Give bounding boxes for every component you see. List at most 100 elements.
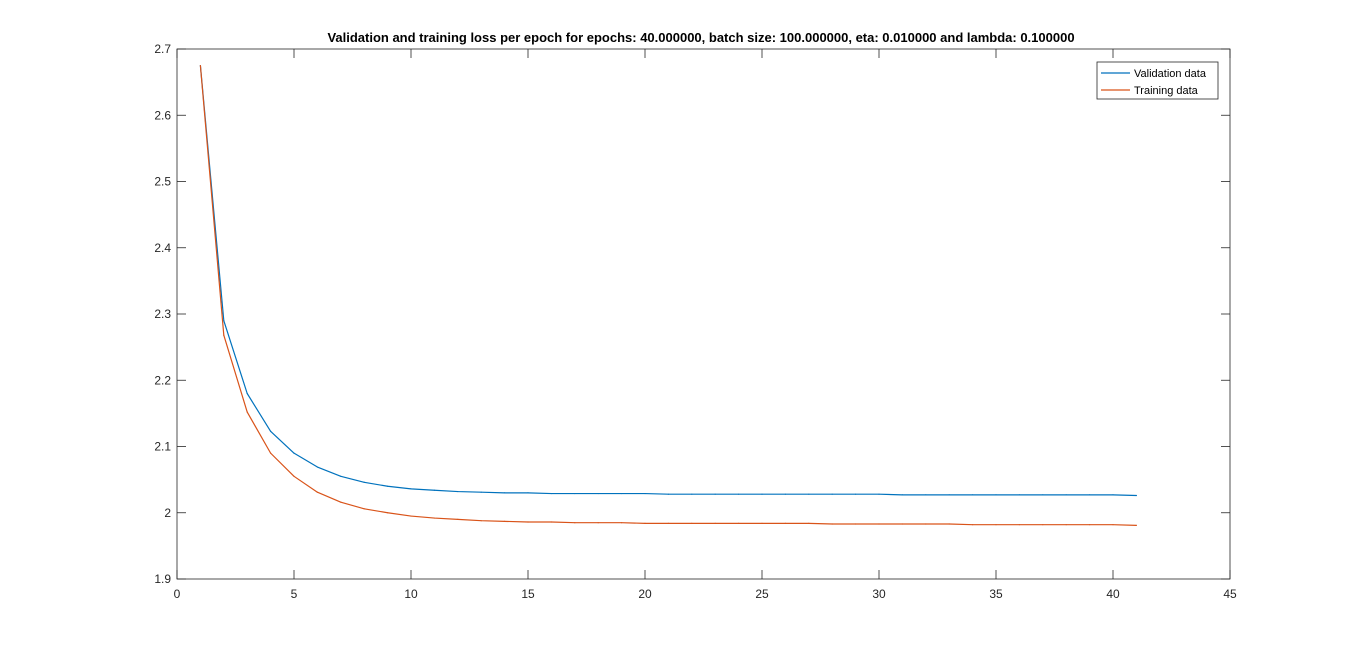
data-point-validation-data-14 [504,492,506,494]
data-point-validation-data-30 [878,493,880,495]
data-point-validation-data-15 [527,492,529,494]
data-point-training-data-12 [457,518,459,520]
data-point-training-data-15 [527,521,529,523]
y-tick-label: 2.4 [154,241,171,255]
data-point-training-data-23 [714,522,716,524]
data-point-validation-data-5 [293,452,295,454]
data-point-training-data-26 [784,522,787,524]
plot-area [177,49,1230,579]
y-tick-label: 2.1 [154,440,171,454]
chart-title: Validation and training loss per epoch f… [327,30,1074,45]
x-tick-label: 45 [1223,587,1237,601]
data-point-validation-data-12 [457,490,459,493]
data-point-training-data-10 [410,515,412,517]
data-point-validation-data-4 [270,430,272,432]
series-layer [199,64,1137,526]
legend-label-training: Training data [1134,85,1199,97]
data-point-validation-data-9 [387,485,389,487]
x-tick-label: 20 [638,587,652,601]
data-point-training-data-24 [738,522,740,524]
data-point-validation-data-22 [691,493,693,495]
data-point-training-data-19 [621,522,623,524]
data-point-validation-data-10 [410,488,412,490]
data-point-validation-data-2 [223,320,225,322]
data-point-training-data-16 [550,521,553,523]
data-point-training-data-33 [948,523,950,525]
data-point-validation-data-16 [550,492,553,495]
data-point-training-data-39 [1089,524,1091,526]
data-point-validation-data-23 [714,493,716,495]
x-tick-label: 30 [872,587,886,601]
data-point-training-data-35 [995,524,997,526]
data-point-training-data-18 [597,522,599,524]
data-point-validation-data-25 [761,493,763,495]
data-point-validation-data-39 [1089,494,1091,496]
x-tick-label: 10 [404,587,418,601]
data-point-validation-data-20 [644,492,646,495]
data-point-training-data-21 [667,522,670,524]
legend-label-validation: Validation data [1134,68,1207,80]
data-point-validation-data-33 [948,494,950,496]
data-point-training-data-28 [831,523,833,525]
data-point-validation-data-38 [1065,494,1067,496]
data-point-training-data-9 [387,512,389,514]
data-point-training-data-5 [293,475,295,477]
data-point-training-data-27 [808,522,810,524]
legend: Validation data Training data [1096,61,1219,100]
x-tick-label: 15 [521,587,535,601]
data-point-validation-data-36 [1018,494,1021,496]
data-point-validation-data-13 [480,491,482,493]
x-tick-label: 0 [174,587,181,601]
data-point-validation-data-34 [972,494,974,496]
x-tick-label: 5 [291,587,298,601]
y-tick-label: 2.5 [154,175,171,189]
data-point-training-data-14 [504,520,506,522]
legend-box [1096,61,1219,100]
data-point-training-data-25 [761,522,763,524]
data-point-training-data-36 [1018,524,1021,526]
axes-layer: 0 5 10 15 20 25 30 35 40 45 1.9 2 2.1 2.2 2.3 2.4 2.5 2.6… [154,42,1237,601]
data-point-training-data-17 [574,522,576,524]
data-point-validation-data-37 [1042,494,1044,496]
data-point-validation-data-29 [855,493,857,495]
data-point-validation-data-11 [433,489,435,491]
data-point-training-data-29 [855,523,857,525]
data-point-training-data-20 [644,522,646,524]
data-point-validation-data-21 [667,493,670,495]
x-tick-label: 35 [989,587,1003,601]
data-point-validation-data-7 [340,475,342,477]
data-point-training-data-37 [1042,524,1044,526]
data-point-validation-data-3 [246,392,248,395]
data-point-training-data-1 [199,64,201,67]
y-tick-label: 2.7 [154,42,171,56]
x-tick-label: 40 [1106,587,1120,601]
y-tick-label: 1.9 [154,572,171,586]
x-tick-label: 25 [755,587,769,601]
data-point-training-data-31 [901,523,904,525]
data-point-training-data-13 [480,520,482,522]
data-point-training-data-2 [223,334,225,336]
y-tick-label: 2.6 [154,108,171,122]
data-point-validation-data-19 [621,492,623,495]
data-point-validation-data-27 [808,493,810,495]
y-tick-label: 2.3 [154,307,171,321]
data-point-validation-data-35 [995,494,997,496]
data-point-training-data-34 [972,524,974,526]
data-point-training-data-41 [1135,524,1137,526]
data-point-training-data-11 [433,517,435,519]
data-point-validation-data-40 [1112,494,1114,496]
data-point-validation-data-18 [597,492,599,495]
data-point-validation-data-8 [363,481,365,483]
data-point-validation-data-41 [1135,494,1137,497]
data-point-validation-data-17 [574,492,576,495]
data-point-training-data-32 [925,523,927,525]
data-point-training-data-7 [340,501,342,503]
data-point-training-data-22 [691,522,693,524]
data-point-validation-data-26 [784,493,787,495]
data-point-training-data-30 [878,523,880,525]
data-point-validation-data-24 [738,493,740,495]
y-tick-label: 2 [164,506,171,520]
y-tick-label: 2.2 [154,373,171,387]
